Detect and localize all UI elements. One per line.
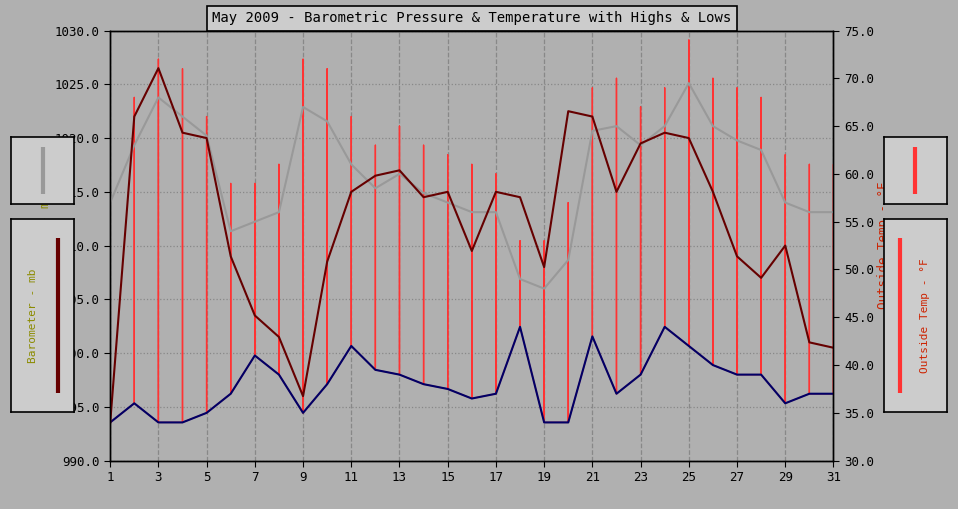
Y-axis label: Outside Temp - °F: Outside Temp - °F: [877, 182, 890, 309]
Text: Barometer - mb: Barometer - mb: [29, 268, 38, 363]
Text: Outside Temp - °F: Outside Temp - °F: [920, 258, 929, 373]
Title: May 2009 - Barometric Pressure & Temperature with Highs & Lows: May 2009 - Barometric Pressure & Tempera…: [212, 11, 732, 25]
Y-axis label: Barometer - mb: Barometer - mb: [39, 193, 52, 298]
